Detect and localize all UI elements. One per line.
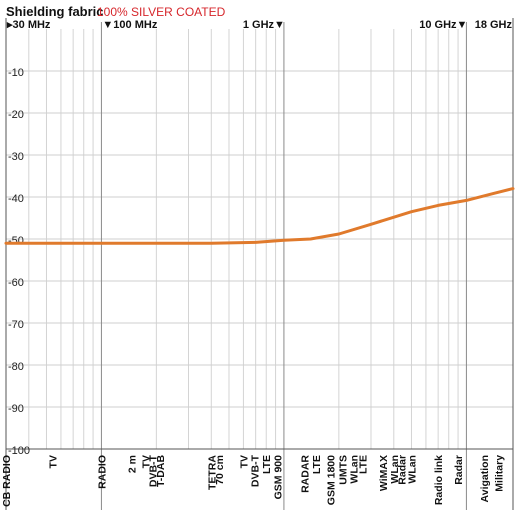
band-label: WLan [389,455,401,484]
y-tick-labels: -10 -20 -30 -40 -50 -60 -70 -80 -90 -100 [8,67,30,457]
band-label: 2 m [126,455,138,473]
y-tick-label: -40 [8,193,24,205]
band-label: CB RADIO [1,455,13,507]
y-tick-label: -80 [8,361,24,373]
frequency-tick-label: 1 GHz▼ [243,19,285,31]
horizontal-grid [6,70,513,450]
band-label: LTE [358,455,370,474]
chart-subtitle: 100% SILVER COATED [97,5,226,19]
band-label: Radar [453,455,465,485]
y-tick-label: -70 [8,319,24,331]
band-label: GSM 900 [272,455,284,500]
y-tick-label: -90 [8,403,24,415]
band-label: WLan [407,455,419,484]
series-line [4,187,515,245]
band-label: T-DAB [155,455,167,487]
band-label: TV [48,455,60,468]
band-label: TETRA [206,455,218,490]
y-tick-label: -20 [8,109,24,121]
band-label: DVB-T [147,454,159,487]
series-layer [4,187,515,245]
band-label: TV [238,455,250,468]
frequency-tick-label: 18 GHz [475,19,513,31]
y-tick-label: -100 [8,445,30,457]
band-label: DVB-T [250,454,262,487]
frequency-tick-label: ▼100 MHz [102,19,157,31]
band-label: WiMAX [378,455,390,491]
band-label: GSM 1800 [326,455,338,505]
band-label: RADAR [300,455,312,493]
frequency-tick-labels: ▸30 MHz ▼100 MHz 1 GHz▼ 10 GHz▼ 18 GHz [6,19,512,31]
y-tick-label: -10 [8,67,24,79]
band-label: 70 cm [214,455,226,485]
band-label: TV [140,455,152,468]
band-label: RADIO [96,455,108,489]
frequency-tick-label: ▸30 MHz [6,19,51,31]
frequency-tick-label: 10 GHz▼ [419,19,467,31]
band-label: Radar [396,455,408,485]
band-label: UMTS [338,455,350,485]
band-label: WLan [348,455,360,484]
band-label: LTE [261,455,273,474]
band-label: Military [494,455,506,492]
y-tick-label: -30 [8,151,24,163]
y-tick-label: -60 [8,277,24,289]
band-label: LTE [311,455,323,474]
y-tick-label: -50 [8,235,24,247]
chart-title: Shielding fabric [6,4,104,19]
major-grid [100,22,467,510]
band-label: Avigation [479,455,491,502]
plot-frame [5,18,514,510]
band-label: Radio link [433,455,445,505]
